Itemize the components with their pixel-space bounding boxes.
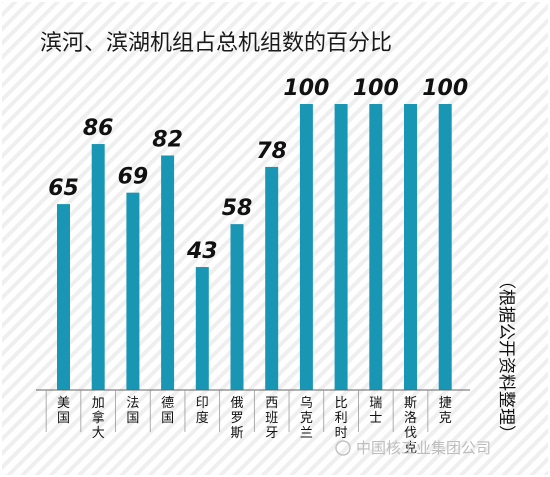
bar	[57, 204, 70, 390]
bar	[404, 104, 417, 390]
source-note: （根据公开资料整理）	[496, 272, 516, 442]
bar	[299, 104, 313, 390]
data-label: 86	[83, 116, 114, 141]
x-tick-label: 俄罗斯	[230, 396, 243, 441]
wechat-icon	[335, 440, 351, 456]
data-label: 78	[256, 139, 287, 164]
bar	[230, 224, 244, 390]
x-tick-label: 德国	[161, 396, 174, 426]
bar	[334, 104, 348, 390]
x-tick-label: 乌克兰	[300, 395, 313, 441]
data-label: 69	[118, 165, 149, 190]
x-tick-label: 加拿大	[92, 396, 105, 441]
data-label: 100	[283, 76, 329, 101]
bar	[265, 166, 279, 390]
x-tick-label: 法国	[126, 396, 139, 426]
bar	[369, 104, 383, 390]
x-tick-label: 瑞士	[369, 396, 382, 426]
watermark: 中国核工业集团公司	[335, 439, 491, 457]
data-label: 82	[152, 127, 183, 152]
x-tick-label: 斯洛伐克	[404, 396, 417, 456]
data-label: 100	[422, 76, 468, 101]
x-tick-label: 印度	[196, 396, 209, 426]
watermark-text: 中国核工业集团公司	[356, 439, 491, 457]
bar	[438, 104, 452, 390]
data-label: 43	[186, 239, 218, 264]
bar	[161, 155, 175, 390]
data-label: 65	[48, 176, 79, 201]
x-tick-label: 西班牙	[265, 396, 278, 441]
data-label: 100	[353, 76, 399, 101]
bar	[91, 144, 105, 390]
data-label: 58	[222, 196, 253, 221]
chart-title: 滨河、滨湖机组占总机组数的百分比	[40, 31, 392, 56]
x-tick-label: 美国	[57, 396, 70, 426]
bar	[195, 267, 209, 390]
x-tick-label: 捷克	[439, 396, 452, 426]
x-tick-label: 比利时	[335, 396, 348, 441]
bar	[126, 192, 140, 390]
